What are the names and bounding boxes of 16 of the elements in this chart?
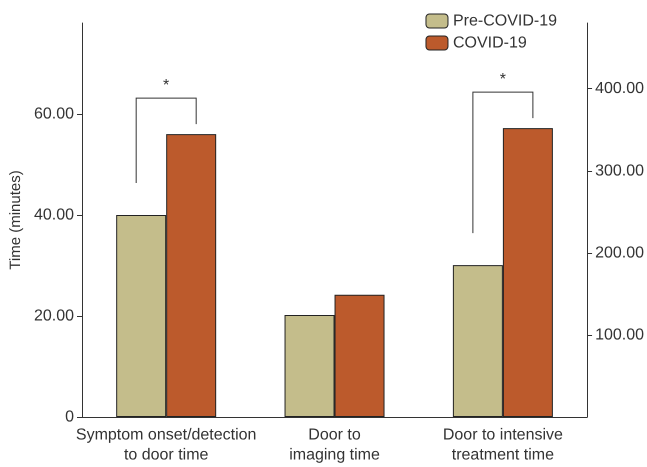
- y-tick-label: 40.00: [34, 206, 74, 224]
- y-axis-title: Time (minutes): [7, 170, 24, 270]
- y2-tick-label: 200.00: [595, 244, 644, 262]
- annotation: *: [500, 71, 506, 88]
- y-tick-label: 20.00: [34, 307, 74, 324]
- annotation: *: [163, 77, 170, 94]
- x-tick-label: Symptom onset/detection to door time: [76, 426, 256, 464]
- y2-tick-label: 100.00: [595, 326, 644, 344]
- y-tick-label: 0: [65, 408, 74, 426]
- x-tick-label: Door to imaging time: [289, 426, 380, 464]
- y2-tick-label: 400.00: [595, 80, 644, 98]
- x-tick-label: Door to intensive treatment time: [442, 426, 564, 464]
- legend-label: Pre-COVID-19: [452, 12, 558, 30]
- y2-tick-label: 300.00: [595, 162, 644, 180]
- y-tick-label: 60.00: [34, 105, 74, 122]
- legend-label: COVID-19: [452, 34, 527, 52]
